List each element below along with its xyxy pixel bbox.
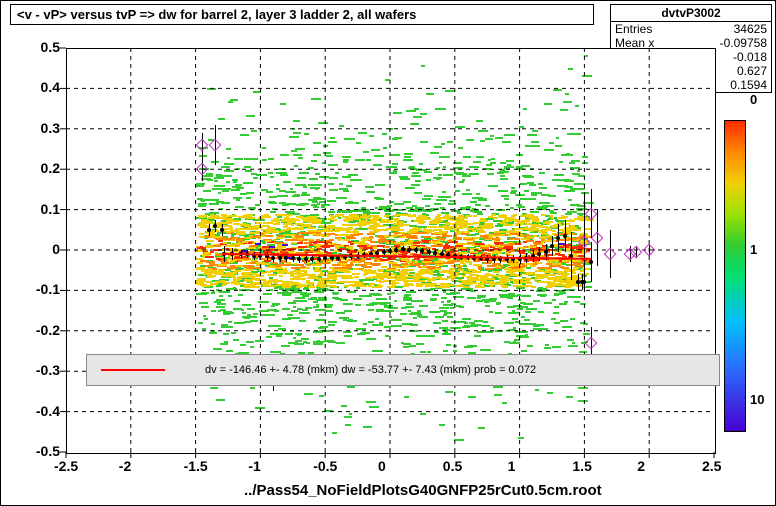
- y-tick-label: -0.4: [36, 403, 60, 419]
- x-tick-label: 2: [637, 458, 645, 474]
- profile-point: [537, 252, 541, 256]
- profile-point: [388, 249, 392, 253]
- x-tick-label: 1.5: [572, 458, 591, 474]
- profile-point: [304, 257, 308, 261]
- profile-point: [317, 257, 321, 261]
- outlier-marker: [196, 139, 209, 152]
- x-tick-label: 0: [378, 458, 386, 474]
- outlier-marker: [209, 139, 222, 152]
- profile-point: [401, 247, 405, 251]
- profile-point: [323, 256, 327, 260]
- x-tick-label: -2: [119, 458, 131, 474]
- x-tick-label: -1: [248, 458, 260, 474]
- profile-point: [394, 248, 398, 252]
- y-tick-label: -0.5: [36, 443, 60, 459]
- profile-point: [207, 228, 211, 232]
- outlier-marker: [604, 248, 617, 261]
- y-tick-label: 0: [52, 241, 60, 257]
- profile-point: [213, 224, 217, 228]
- outlier-marker: [643, 244, 656, 257]
- profile-point: [271, 256, 275, 260]
- profile-point: [291, 256, 295, 260]
- profile-point: [284, 256, 288, 260]
- profile-point: [414, 248, 418, 252]
- profile-point: [427, 250, 431, 254]
- profile-point: [550, 244, 554, 248]
- profile-point: [220, 228, 224, 232]
- colorbar-tick-label: 10: [750, 392, 764, 407]
- y-tick-label: -0.2: [36, 322, 60, 338]
- source-file-label: ../Pass54_NoFieldPlotsG40GNFP25rCut0.5cm…: [244, 482, 602, 499]
- x-tick-label: -2.5: [54, 458, 78, 474]
- y-tick-label: 0.2: [41, 160, 60, 176]
- x-tick-label: -1.5: [184, 458, 208, 474]
- profile-point: [278, 256, 282, 260]
- y-tick-label: 0.1: [41, 201, 60, 217]
- source-file-text: ../Pass54_NoFieldPlotsG40GNFP25rCut0.5cm…: [244, 482, 602, 499]
- profile-point: [336, 256, 340, 260]
- fit-legend-line: [101, 369, 165, 371]
- x-tick-label: 2.5: [702, 458, 721, 474]
- profile-point: [544, 250, 548, 254]
- profile-point: [382, 250, 386, 254]
- profile-point: [330, 256, 334, 260]
- profile-point: [433, 251, 437, 255]
- y-tick-label: 0.5: [41, 39, 60, 55]
- outlier-marker: [585, 337, 598, 350]
- y-tick-label: -0.1: [36, 281, 60, 297]
- profile-point: [556, 236, 560, 240]
- colorbar-tick-label: 1: [750, 242, 757, 257]
- x-tick-label: -0.5: [313, 458, 337, 474]
- outlier-marker: [196, 163, 209, 176]
- profile-point: [589, 260, 593, 264]
- markers-overlay: [0, 0, 776, 506]
- colorbar-tick-label: 0: [750, 92, 757, 107]
- profile-point: [563, 234, 567, 238]
- profile-point: [420, 249, 424, 253]
- y-tick-label: -0.3: [36, 362, 60, 378]
- outlier-marker: [591, 232, 604, 245]
- x-tick-label: 1: [508, 458, 516, 474]
- outlier-marker: [585, 207, 598, 220]
- fit-legend-text: dv = -146.46 +- 4.78 (mkm) dw = -53.77 +…: [205, 364, 536, 376]
- fit-legend-box: dv = -146.46 +- 4.78 (mkm) dw = -53.77 +…: [86, 354, 720, 386]
- fit-line: [222, 253, 591, 260]
- profile-point: [310, 257, 314, 261]
- outlier-marker: [578, 236, 591, 249]
- colorbar: [724, 120, 746, 432]
- y-tick-label: 0.3: [41, 120, 60, 136]
- y-tick-label: 0.4: [41, 79, 60, 95]
- x-tick-label: 0.5: [443, 458, 462, 474]
- profile-point: [407, 248, 411, 252]
- profile-point: [297, 257, 301, 261]
